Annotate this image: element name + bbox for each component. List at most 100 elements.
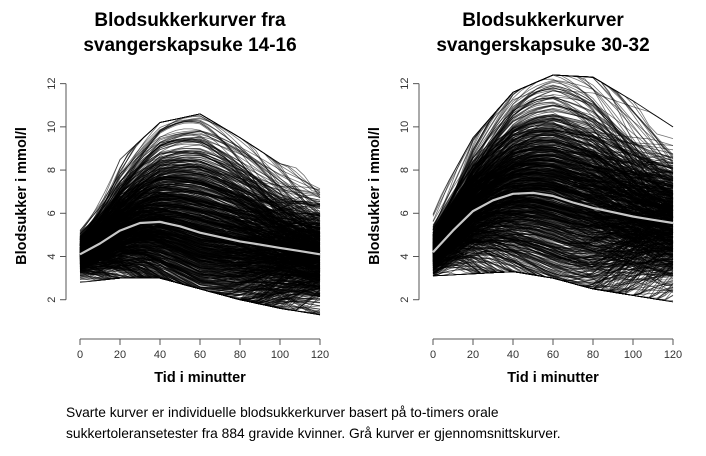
individual-curve [432, 206, 674, 257]
y-axis-label: Blodsukker i mmol/l [13, 127, 30, 265]
individual-curve [432, 74, 674, 215]
x-tick-label: 120 [664, 349, 682, 361]
individual-curve [432, 203, 674, 263]
individual-curve [432, 128, 674, 231]
individual-curve [79, 229, 321, 255]
individual-curve [79, 196, 321, 238]
individual-curve [432, 235, 674, 268]
individual-curve [432, 159, 674, 251]
individual-curve [432, 240, 674, 266]
x-tick-label: 80 [587, 349, 599, 361]
individual-curve [432, 212, 674, 294]
y-tick-label: 4 [46, 253, 58, 259]
individual-curve [432, 140, 674, 239]
individual-curve [432, 175, 674, 253]
caption-line-1: Svarte kurver er individuelle blodsukker… [66, 405, 499, 420]
x-axis-label: Tid i minutter [154, 370, 246, 386]
individual-curve [432, 182, 674, 261]
individual-curve [432, 170, 674, 234]
individual-curve [79, 181, 321, 247]
y-tick-label: 12 [46, 78, 58, 90]
x-tick-label: 0 [77, 349, 83, 361]
individual-curve [79, 238, 321, 278]
individual-curve [79, 152, 321, 246]
y-tick-label: 10 [46, 121, 58, 133]
individual-curve [79, 147, 321, 245]
y-tick-label: 2 [399, 297, 411, 303]
x-axis: 0 20 40 60 80 100 120 [77, 338, 329, 361]
individual-curve [432, 125, 674, 227]
individual-curve [432, 258, 674, 284]
individual-curve [79, 242, 321, 276]
individual-curve [432, 197, 674, 247]
y-tick-label: 8 [46, 167, 58, 173]
individual-curve [79, 128, 321, 252]
chart-title-line-2: svangerskapsuke 14-16 [83, 35, 297, 56]
x-axis-label: Tid i minutter [507, 370, 599, 386]
x-tick-label: 60 [547, 349, 559, 361]
individual-curve [432, 229, 674, 261]
x-axis: 0 20 40 60 80 100 120 [430, 338, 682, 361]
y-tick-label: 6 [399, 210, 411, 216]
y-tick-label: 12 [399, 78, 411, 90]
chart-panel-right: Blodsukkerkurver svangerskapsuke 30-32 2… [353, 0, 706, 400]
individual-curve [432, 185, 674, 266]
individual-curves [79, 113, 321, 316]
x-tick-label: 20 [467, 349, 479, 361]
chart-panel-left: Blodsukkerkurver fra svangerskapsuke 14-… [0, 0, 353, 400]
caption-line-2: sukkertoleransetester fra 884 gravide kv… [66, 426, 561, 441]
individual-curve [79, 167, 321, 254]
individual-curve [432, 98, 674, 245]
y-axis: 2 4 6 8 10 12 [399, 78, 420, 303]
individual-curve [79, 239, 321, 273]
individual-curve [432, 219, 674, 250]
individual-curve [432, 155, 674, 231]
individual-curve [432, 102, 674, 249]
chart-title-line-1: Blodsukkerkurver fra [94, 10, 286, 31]
individual-curve [79, 197, 321, 262]
y-tick-label: 8 [399, 167, 411, 173]
chart-title: Blodsukkerkurver svangerskapsuke 30-32 [393, 8, 693, 58]
individual-curve [432, 214, 674, 270]
y-tick-label: 2 [46, 297, 58, 303]
individual-curve [432, 85, 674, 250]
individual-curve [432, 163, 674, 236]
individual-curve [79, 245, 321, 279]
individual-curves [432, 74, 674, 303]
individual-curve [79, 224, 321, 249]
x-tick-label: 100 [271, 349, 289, 361]
individual-curve [432, 189, 674, 243]
individual-curve [432, 238, 674, 265]
x-tick-label: 60 [194, 349, 206, 361]
individual-curve [432, 137, 674, 245]
x-tick-label: 0 [430, 349, 436, 361]
individual-curve [79, 267, 321, 290]
x-tick-label: 40 [154, 349, 166, 361]
individual-curve [79, 219, 321, 249]
individual-curve [79, 141, 321, 244]
individual-curve [79, 262, 321, 297]
individual-curve [432, 118, 674, 248]
figure-caption: Svarte kurver er individuelle blodsukker… [66, 402, 696, 444]
individual-curve [432, 165, 674, 260]
individual-curve [432, 101, 674, 233]
individual-curve [79, 253, 321, 280]
individual-curve [432, 146, 674, 261]
individual-curve [432, 174, 674, 243]
individual-curve [432, 111, 674, 260]
individual-curve [432, 254, 674, 289]
individual-curve [432, 261, 674, 292]
y-axis: 2 4 6 8 10 12 [46, 78, 67, 303]
chart-title: Blodsukkerkurver fra svangerskapsuke 14-… [40, 8, 340, 58]
y-tick-label: 4 [399, 253, 411, 259]
mean-curve [432, 191, 674, 253]
x-tick-label: 20 [114, 349, 126, 361]
individual-curve [79, 246, 321, 266]
x-tick-label: 120 [311, 349, 329, 361]
chart-title-line-1: Blodsukkerkurver [462, 10, 624, 31]
individual-curve [79, 248, 321, 284]
individual-curve [79, 211, 321, 251]
individual-curve [432, 161, 674, 252]
